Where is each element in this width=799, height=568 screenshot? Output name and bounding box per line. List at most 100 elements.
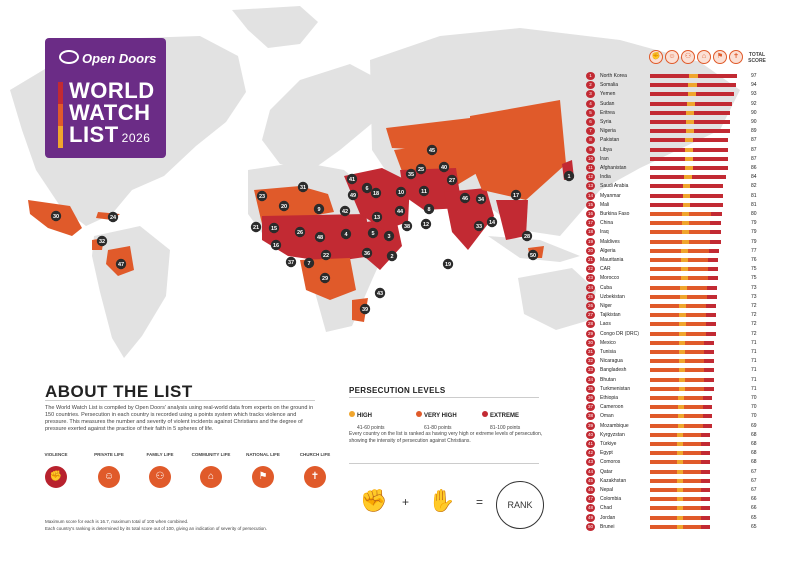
map-marker-label: 48: [317, 235, 323, 241]
ranking-row: 7 Nigeria 89: [586, 127, 776, 136]
map-marker: 8: [423, 203, 435, 215]
total-score: 68: [751, 459, 757, 466]
score-bar-segment: [690, 193, 712, 198]
open-doors-brand: Open Doors: [59, 50, 156, 66]
score-bar: [650, 184, 740, 189]
logo-title-line-2: WATCH: [69, 100, 151, 125]
score-bar-segment: [683, 469, 701, 474]
rank-number: 15: [586, 200, 595, 209]
ranking-row: 30 Mexico 71: [586, 338, 776, 348]
rank-number: 42: [586, 449, 595, 458]
europe: [262, 64, 380, 170]
score-bar-segment: [697, 83, 723, 88]
score-bar-segment: [692, 175, 715, 180]
score-bar-segment: [677, 524, 683, 529]
total-score: 71: [751, 349, 757, 355]
score-bar-segment: [720, 101, 732, 106]
score-bar: [650, 101, 740, 106]
ranking-row: 16 Burkina Faso 80: [586, 210, 776, 219]
map-marker-dot: [96, 235, 108, 247]
level-points: 81-100 points: [490, 425, 521, 431]
map-marker: 23: [256, 190, 268, 202]
rank-number: 4: [586, 99, 595, 108]
score-bar-segment: [650, 478, 677, 483]
score-bar-segment: [679, 304, 686, 308]
ranking-row: 26 Niger 72: [586, 302, 776, 311]
map-marker-label: 19: [445, 262, 451, 268]
map-marker-label: 2: [390, 254, 393, 260]
map-marker-label: 37: [288, 260, 294, 266]
map-marker: 14: [486, 216, 498, 228]
score-bar: [650, 110, 740, 115]
score-bar-segment: [650, 304, 679, 308]
score-bar-segment: [650, 340, 679, 345]
map-marker-label: 24: [110, 215, 117, 221]
score-bar-segment: [650, 74, 689, 78]
score-bar: [650, 285, 740, 290]
map-marker-dot: [294, 226, 306, 238]
score-bar-segment: [683, 515, 701, 520]
score-bar-segment: [685, 166, 693, 170]
score-bar-segment: [683, 524, 701, 529]
score-bar-segment: [650, 202, 683, 207]
map-marker: 10: [395, 186, 407, 198]
about-text: The World Watch List is compiled by Open…: [45, 405, 314, 432]
map-marker-label: 10: [398, 190, 404, 196]
total-score: 71: [751, 385, 757, 392]
church-icon: ✝: [729, 50, 743, 64]
persecution-levels-note: Every country on the list is ranked as h…: [349, 431, 543, 444]
total-score: 71: [751, 339, 757, 346]
ranking-row: 28 Laos 72: [586, 320, 776, 329]
map-marker: 12: [420, 218, 432, 230]
score-bar-segment: [683, 202, 690, 207]
map-marker-label: 13: [374, 215, 380, 221]
map-marker: 20: [278, 200, 290, 212]
score-bar-segment: [650, 193, 683, 198]
rank-number: 7: [586, 127, 595, 136]
score-bar-segment: [723, 83, 736, 88]
map-marker: 19: [442, 258, 454, 270]
score-bar-segment: [650, 451, 677, 456]
map-marker-dot: [521, 230, 533, 242]
score-bar-segment: [682, 239, 689, 244]
about-heading: ABOUT THE LIST: [45, 382, 193, 401]
total-score: 77: [751, 247, 757, 254]
map-marker: 16: [270, 239, 282, 251]
map-marker: 35: [405, 168, 417, 180]
map-marker-label: 1: [567, 174, 570, 180]
ranking-row: 12 India 84: [586, 173, 776, 182]
map-marker-label: 17: [513, 193, 519, 199]
score-bar-segment: [690, 202, 712, 207]
score-bar: [650, 469, 740, 474]
score-bar-segment: [650, 294, 680, 299]
country-name: Tunisia: [600, 349, 616, 355]
level-extreme: EXTREME 81-100 points: [482, 404, 520, 431]
score-bar-segment: [715, 175, 726, 180]
map-marker-dot: [442, 258, 454, 270]
score-bar-segment: [650, 405, 678, 410]
score-bar-segment: [685, 368, 704, 373]
score-bar: [650, 488, 740, 492]
score-bar-segment: [677, 488, 683, 492]
community-icon: ⌂: [200, 466, 222, 488]
score-bar-segment: [701, 524, 710, 529]
rank-number: 39: [586, 421, 595, 430]
country-name: Tajikistan: [600, 312, 621, 319]
map-marker: 46: [459, 192, 471, 204]
score-bar-segment: [685, 147, 693, 152]
score-bar-segment: [716, 147, 728, 152]
score-bar-segment: [718, 120, 730, 124]
ranking-row: 2 Somalia 94: [586, 81, 776, 90]
score-bar-segment: [650, 322, 679, 327]
score-bar-segment: [650, 460, 677, 465]
rank-number: 45: [586, 476, 595, 485]
score-bar-segment: [683, 460, 701, 465]
country-name: Bhutan: [600, 376, 616, 383]
score-bar-segment: [689, 212, 711, 216]
score-bar-segment: [650, 350, 679, 354]
total-score: 79: [751, 238, 757, 245]
map-marker-dot: [374, 287, 386, 299]
rank-number: 34: [586, 375, 595, 384]
score-bar-segment: [677, 451, 683, 456]
map-marker: 44: [394, 205, 406, 217]
